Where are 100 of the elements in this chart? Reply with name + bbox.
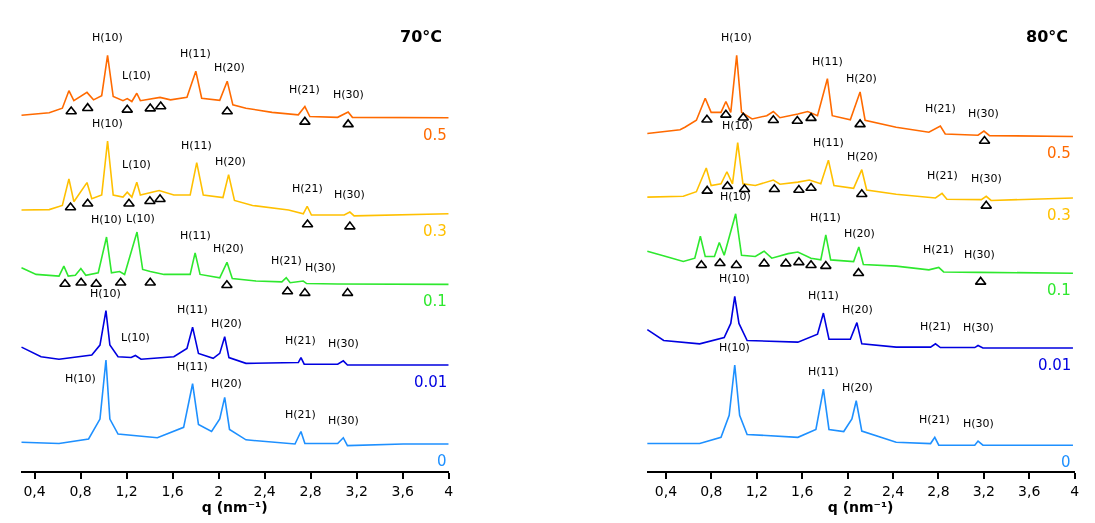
annotation: H(21) xyxy=(285,408,316,421)
annotation: H(30) xyxy=(964,248,995,261)
point xyxy=(768,183,781,193)
annotation: H(21) xyxy=(285,334,316,347)
point xyxy=(298,287,311,297)
x-tick-label: 4 xyxy=(1070,482,1080,499)
annotation: H(11) xyxy=(808,289,839,302)
x-tick-label: 0,8 xyxy=(700,482,723,499)
annotation: H(30) xyxy=(971,172,1002,185)
annotation: L(10) xyxy=(122,158,151,171)
annotation: H(30) xyxy=(305,261,336,274)
series-label: 0 xyxy=(437,452,447,470)
point xyxy=(59,278,71,288)
annotation: H(10) xyxy=(92,31,123,44)
series-label: 0.01 xyxy=(414,373,448,391)
point xyxy=(695,259,708,269)
series-label: 0.3 xyxy=(1047,206,1071,224)
annotation: H(20) xyxy=(844,227,875,240)
annotation: L(10) xyxy=(121,331,150,344)
series-label: 0.3 xyxy=(423,222,447,240)
annotation: H(21) xyxy=(919,413,950,426)
x-tick-label: 3,6 xyxy=(1018,482,1041,499)
x-tick-label: 2,8 xyxy=(299,482,322,499)
chart-title: 70°C xyxy=(400,27,443,46)
x-axis-title: q (nm⁻¹) xyxy=(201,498,268,515)
point xyxy=(713,257,726,267)
point xyxy=(341,287,354,297)
annotation: H(20) xyxy=(842,381,873,394)
annotation: H(20) xyxy=(842,303,873,316)
annotation: H(11) xyxy=(810,211,841,224)
annotation: H(10) xyxy=(720,190,751,203)
x-tick-label: 1,6 xyxy=(791,482,814,499)
x-tick-label: 0,4 xyxy=(654,482,678,499)
annotation: H(11) xyxy=(177,303,208,316)
annotation: H(11) xyxy=(812,55,843,68)
annotation: H(10) xyxy=(722,119,753,132)
annotation: H(21) xyxy=(923,243,954,256)
series-label: 0.5 xyxy=(423,126,447,144)
annotation: H(20) xyxy=(214,61,245,74)
point xyxy=(767,114,780,124)
annotation: H(30) xyxy=(963,321,994,334)
annotation: H(30) xyxy=(968,107,999,120)
series-label: 0.1 xyxy=(1047,281,1071,299)
annotation: H(20) xyxy=(211,377,242,390)
x-tick-label: 3,2 xyxy=(345,482,368,499)
x-tick-label: 1,2 xyxy=(115,482,138,499)
point xyxy=(730,259,743,269)
point xyxy=(220,279,233,289)
x-tick-label: 1,2 xyxy=(745,482,768,499)
x-tick-label: 3,6 xyxy=(391,482,414,499)
series-label: 0.01 xyxy=(1038,356,1072,374)
series-label: 0.1 xyxy=(423,292,447,310)
annotation: H(21) xyxy=(925,102,956,115)
point xyxy=(805,112,818,122)
point xyxy=(792,184,805,194)
annotation: H(11) xyxy=(180,229,211,242)
point xyxy=(81,102,94,112)
point xyxy=(791,115,804,125)
x-tick-label: 0,8 xyxy=(69,482,92,499)
annotation: H(30) xyxy=(334,188,365,201)
annotation: H(11) xyxy=(177,360,208,373)
annotation: H(30) xyxy=(328,337,359,350)
point xyxy=(978,135,991,145)
annotation: H(11) xyxy=(181,139,212,152)
x-tick-label: 2 xyxy=(214,482,224,499)
point xyxy=(805,259,818,269)
annotation: H(30) xyxy=(333,88,364,101)
point xyxy=(143,195,156,205)
annotation: H(21) xyxy=(271,254,302,267)
x-tick-label: 3,2 xyxy=(972,482,995,499)
annotation: H(20) xyxy=(211,317,242,330)
annotation: H(10) xyxy=(90,287,121,300)
annotation: H(10) xyxy=(719,272,750,285)
annotation: H(20) xyxy=(846,72,877,85)
annotation: H(10) xyxy=(91,213,122,226)
x-axis-title: q (nm⁻¹) xyxy=(827,498,894,515)
annotation: H(30) xyxy=(328,414,359,427)
annotation: H(21) xyxy=(927,169,958,182)
x-tick-label: 2,8 xyxy=(927,482,950,499)
annotation: L(10) xyxy=(126,212,155,225)
annotation: H(20) xyxy=(213,242,244,255)
series-label: 0 xyxy=(1061,453,1071,471)
x-tick-label: 2 xyxy=(843,482,853,499)
annotation: H(10) xyxy=(65,372,96,385)
point xyxy=(852,267,865,277)
annotation: H(11) xyxy=(813,136,844,149)
annotation: H(20) xyxy=(215,155,246,168)
annotation: H(10) xyxy=(719,341,750,354)
annotation: H(21) xyxy=(292,182,323,195)
annotation: H(20) xyxy=(847,150,878,163)
point xyxy=(855,188,868,198)
annotation: H(10) xyxy=(721,31,752,44)
point xyxy=(819,260,832,270)
point xyxy=(90,278,103,288)
x-tick-label: 2,4 xyxy=(253,482,276,499)
annotation: L(10) xyxy=(122,69,151,82)
x-tick-label: 4 xyxy=(444,482,454,499)
point xyxy=(805,182,818,192)
x-tick-label: 1,6 xyxy=(161,482,184,499)
point xyxy=(738,183,751,193)
